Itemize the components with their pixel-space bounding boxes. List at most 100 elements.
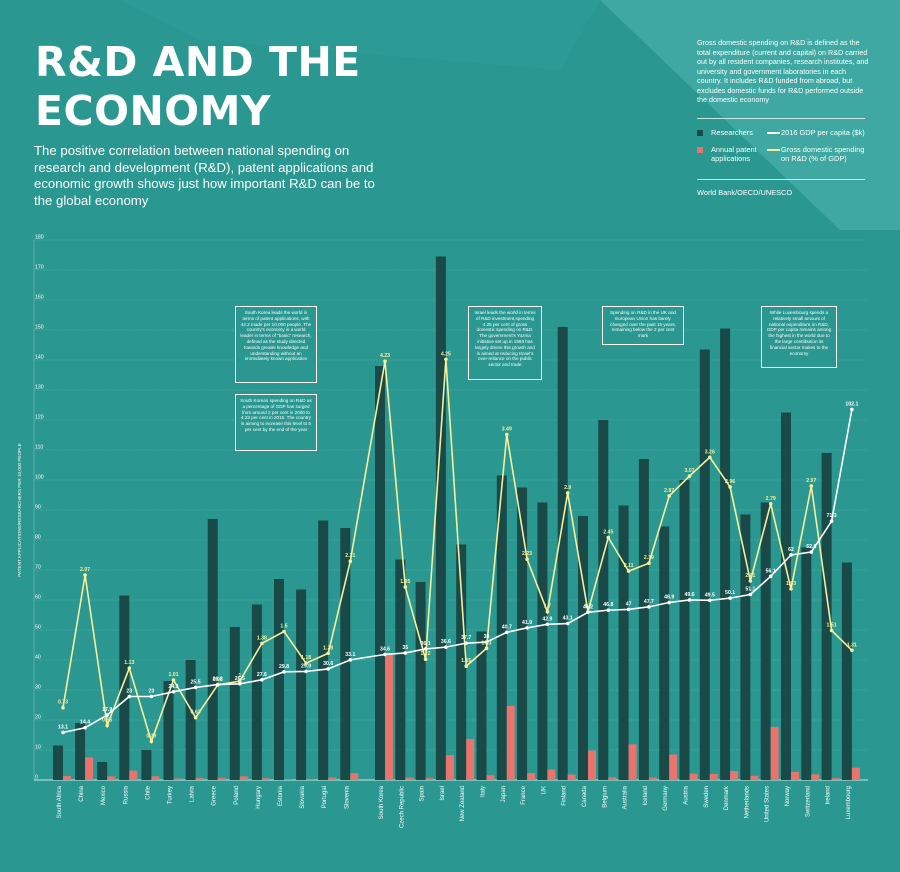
- x-tick-label: South Korea: [379, 785, 385, 819]
- x-tick-label: Germany: [663, 786, 669, 811]
- rd-data-label: 1.28: [323, 645, 333, 651]
- gdp-point: [708, 598, 712, 603]
- researchers-bar: [435, 256, 446, 780]
- patent-bar: [85, 757, 94, 780]
- researchers-bar: [274, 579, 284, 780]
- x-tick-label: Canada: [582, 785, 588, 807]
- background-shape-right: [600, 0, 900, 230]
- researchers-bar: [163, 681, 174, 780]
- rd-point: [789, 587, 793, 591]
- x-tick-label: Italy: [481, 786, 487, 797]
- legend-researchers-swatch: [697, 130, 703, 136]
- rd-data-label: 1.5: [280, 624, 287, 630]
- patent-bar: [173, 778, 182, 780]
- rd-point: [505, 432, 509, 437]
- rd-data-label: 4.25: [441, 351, 451, 357]
- rd-point: [403, 585, 408, 589]
- patent-bar: [811, 774, 820, 780]
- researchers-bar: [119, 595, 130, 780]
- annotation-south-korea-patents: South Korea leads the world in terms of …: [235, 306, 317, 383]
- researchers-bar: [97, 762, 108, 780]
- gdp-data-label: 27.6: [257, 672, 267, 678]
- x-tick-label: Finland: [562, 786, 568, 806]
- gdp-point: [215, 682, 220, 687]
- researchers-bar: [781, 412, 791, 780]
- x-tick-label: Chile: [145, 785, 151, 799]
- x-tick-label: UK: [541, 786, 547, 794]
- chart-data-labels: 0.73 13.1 2.07 14.4 0.55 17.9 1.13 23 0.39 23 1.01…: [58, 351, 859, 744]
- gdp-point: [149, 694, 154, 699]
- patent-bar: [567, 774, 576, 780]
- rd-point: [105, 723, 109, 728]
- patent-bar: [195, 777, 204, 780]
- researchers-bar: [638, 459, 649, 780]
- rd-data-label: 2.9: [564, 485, 571, 491]
- y-tick-label: 100: [35, 475, 44, 481]
- researchers-bar: [395, 559, 406, 780]
- rd-data-label: 2.79: [766, 496, 776, 502]
- y-tick-label: 110: [35, 445, 43, 451]
- x-tick-label: Greece: [212, 785, 218, 805]
- gdp-data-label: 29.9: [301, 663, 311, 669]
- rd-point: [768, 501, 773, 506]
- patent-bar: [350, 773, 359, 780]
- researchers-bar: [801, 547, 812, 780]
- gdp-data-label: 40.7: [502, 624, 512, 630]
- rd-point: [61, 705, 65, 710]
- x-tick-label: Spain: [420, 786, 426, 801]
- gdp-point: [282, 670, 286, 674]
- divider-top: [697, 118, 865, 119]
- x-tick-label: Netherlands: [744, 786, 750, 818]
- y-tick-label: 20: [35, 715, 41, 721]
- background-shape-top: [120, 0, 600, 70]
- rd-data-label: 1.15: [461, 658, 471, 664]
- gdp-data-label: 43.1: [563, 616, 573, 622]
- rd-data-label: 3.49: [502, 426, 512, 432]
- x-tick-label: Poland: [234, 786, 240, 805]
- patent-bar: [709, 774, 718, 780]
- x-tick-label: Israel: [440, 786, 446, 801]
- gdp-data-label: 34.6: [380, 646, 390, 652]
- annotation-south-korea-spending: South Korean spending on R&D as a percen…: [235, 394, 317, 451]
- patent-bar: [151, 776, 160, 780]
- gdp-point: [647, 605, 651, 609]
- rd-point: [444, 357, 448, 362]
- chart-bars: [53, 256, 860, 780]
- rd-data-label: 2.19: [644, 555, 654, 561]
- source-text: World Bank/OECD/UNESCO: [697, 188, 793, 197]
- rd-data-label: 4.23: [380, 353, 390, 359]
- rd-data-label: 1.7: [584, 604, 591, 610]
- rd-data-label: 2.96: [725, 479, 735, 485]
- researchers-bar: [679, 480, 690, 780]
- gdp-point: [768, 574, 773, 579]
- gdp-point: [348, 658, 353, 662]
- researchers-bar: [517, 487, 528, 780]
- rd-spending-line: [62, 359, 853, 744]
- x-tick-label: China: [79, 785, 85, 801]
- researchers-bar: [207, 519, 218, 780]
- rd-data-label: 1.13: [124, 660, 134, 666]
- rd-data-label: 1.01: [168, 672, 178, 678]
- y-tick-label: 80: [35, 535, 41, 541]
- gdp-data-label: 50.1: [725, 590, 735, 596]
- rd-point: [626, 569, 631, 573]
- patent-bar: [284, 779, 292, 780]
- gdp-point: [403, 651, 408, 655]
- gdp-point: [193, 685, 198, 690]
- patent-bar: [608, 777, 617, 780]
- patent-bar: [107, 776, 116, 780]
- patent-bar: [486, 775, 495, 780]
- legend-rd-line: [767, 149, 780, 151]
- researchers-bar: [340, 528, 351, 780]
- x-tick-label: Mexico: [101, 785, 107, 805]
- gdp-point: [525, 626, 529, 630]
- gdp-data-label: 36.6: [441, 639, 451, 645]
- rd-point: [149, 739, 154, 744]
- chart-x-labels: South Africa China Mexico Russia Chile Turkey…: [57, 785, 852, 828]
- rd-point: [304, 661, 308, 665]
- rd-data-label: 3.07: [684, 468, 694, 474]
- gdp-data-label: 38: [484, 634, 490, 640]
- gdp-data-label: 51.1: [745, 587, 755, 593]
- researchers-bar: [537, 502, 548, 780]
